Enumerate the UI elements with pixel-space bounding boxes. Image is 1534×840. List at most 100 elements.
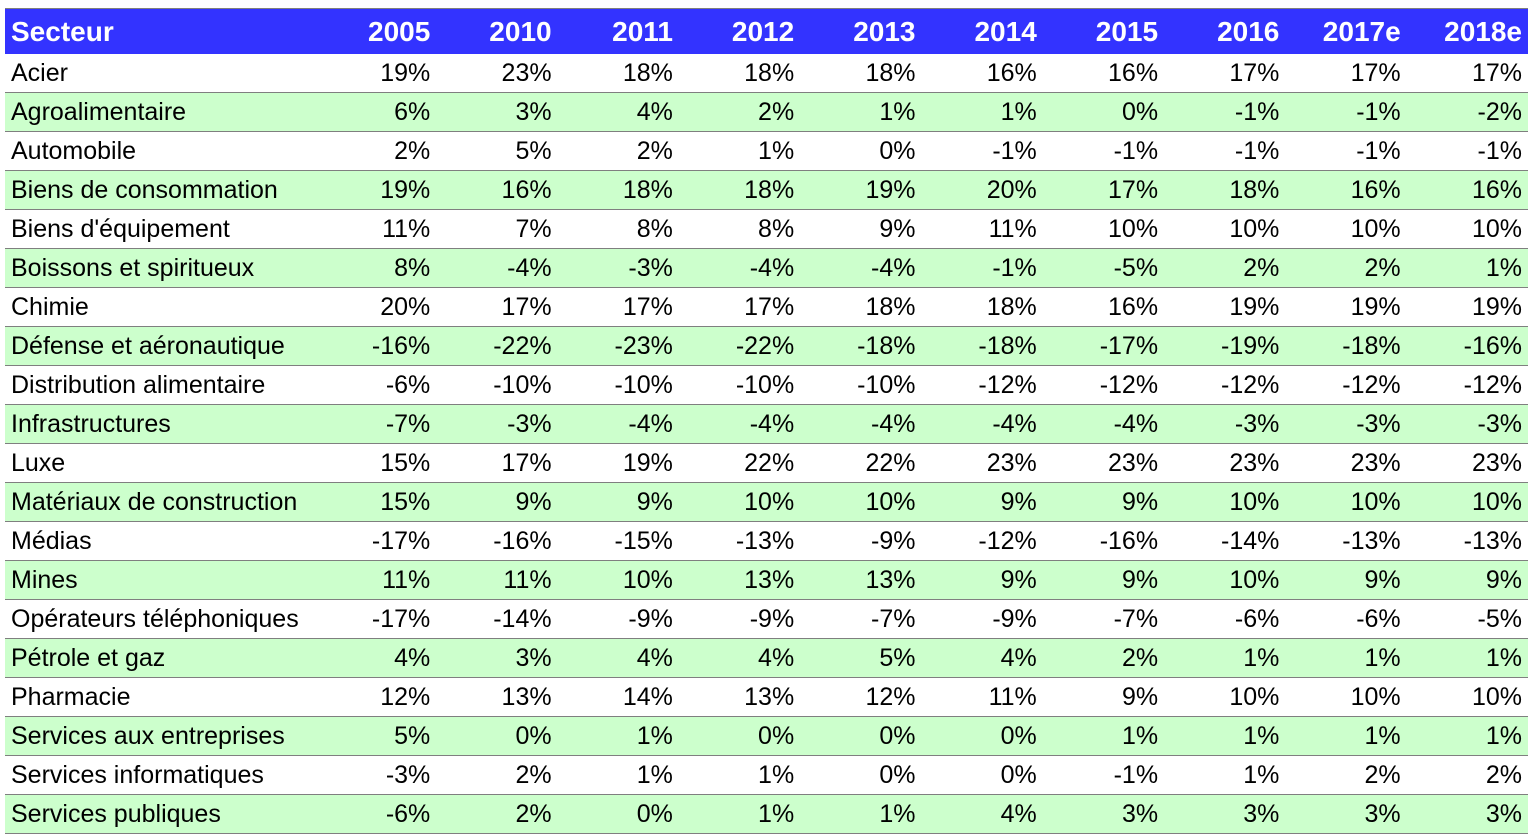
value-cell: 1% bbox=[800, 794, 922, 834]
value-cell: 1% bbox=[1164, 716, 1286, 756]
sector-cell: Matériaux de construction bbox=[5, 482, 315, 522]
value-cell: -13% bbox=[1406, 521, 1528, 561]
value-cell: -1% bbox=[1285, 131, 1407, 171]
value-cell: 11% bbox=[436, 560, 558, 600]
table-row: Services publiques -6% 2% 0% 1% 1% 4% 3% 3% 3% 3% bbox=[5, 794, 1528, 834]
value-cell: -5% bbox=[1042, 248, 1165, 288]
value-cell: 12% bbox=[800, 677, 922, 717]
table-body: Acier 19% 23% 18% 18% 18% 16% 16% 17% 17% 17% Agroa… bbox=[5, 54, 1528, 834]
value-cell: 1% bbox=[1406, 248, 1528, 288]
value-cell: 18% bbox=[1164, 170, 1286, 210]
value-cell: 17% bbox=[557, 287, 679, 327]
value-cell: -1% bbox=[1164, 131, 1286, 171]
value-cell: 18% bbox=[557, 170, 679, 210]
value-cell: 4% bbox=[315, 638, 437, 678]
value-cell: 9% bbox=[800, 209, 922, 249]
value-cell: 1% bbox=[1406, 716, 1528, 756]
value-cell: 17% bbox=[1406, 54, 1528, 93]
value-cell: -4% bbox=[800, 404, 922, 444]
value-cell: 19% bbox=[1406, 287, 1528, 327]
value-cell: 19% bbox=[1164, 287, 1286, 327]
value-cell: -10% bbox=[436, 365, 558, 405]
value-cell: 23% bbox=[1406, 443, 1528, 483]
header-year: 2011 bbox=[557, 9, 679, 54]
value-cell: 9% bbox=[1042, 560, 1165, 600]
value-cell: -3% bbox=[1164, 404, 1286, 444]
value-cell: -1% bbox=[1042, 755, 1165, 795]
value-cell: 12% bbox=[315, 677, 437, 717]
table-row: Services informatiques -3% 2% 1% 1% 0% 0% -1% 1%… bbox=[5, 755, 1528, 795]
sector-cell: Automobile bbox=[5, 131, 315, 171]
value-cell: -23% bbox=[557, 326, 679, 366]
value-cell: 16% bbox=[1042, 287, 1165, 327]
sector-cell: Boissons et spiritueux bbox=[5, 248, 315, 288]
table-row: Médias -17% -16% -15% -13% -9% -12% -16% -14% -13… bbox=[5, 521, 1528, 561]
value-cell: -1% bbox=[921, 131, 1043, 171]
sector-cell: Luxe bbox=[5, 443, 315, 483]
value-cell: 1% bbox=[1406, 638, 1528, 678]
sector-cell: Médias bbox=[5, 521, 315, 561]
value-cell: 2% bbox=[1042, 638, 1165, 678]
value-cell: 10% bbox=[678, 482, 801, 522]
value-cell: -14% bbox=[436, 599, 558, 639]
value-cell: 22% bbox=[800, 443, 922, 483]
value-cell: 2% bbox=[557, 131, 679, 171]
value-cell: -17% bbox=[315, 521, 437, 561]
value-cell: 3% bbox=[1164, 794, 1286, 834]
value-cell: 10% bbox=[1164, 677, 1286, 717]
value-cell: 23% bbox=[921, 443, 1043, 483]
value-cell: 9% bbox=[1406, 560, 1528, 600]
value-cell: 10% bbox=[1285, 677, 1407, 717]
table-row: Défense et aéronautique -16% -22% -23% -22% -… bbox=[5, 326, 1528, 366]
value-cell: -18% bbox=[921, 326, 1043, 366]
value-cell: -12% bbox=[921, 521, 1043, 561]
table-row: Luxe 15% 17% 19% 22% 22% 23% 23% 23% 23% 23% bbox=[5, 443, 1528, 483]
value-cell: 1% bbox=[1285, 638, 1407, 678]
value-cell: -6% bbox=[315, 365, 437, 405]
value-cell: -15% bbox=[557, 521, 679, 561]
value-cell: -3% bbox=[1285, 404, 1407, 444]
value-cell: 1% bbox=[921, 92, 1043, 132]
value-cell: 23% bbox=[436, 54, 558, 93]
value-cell: -12% bbox=[1406, 365, 1528, 405]
sector-cell: Défense et aéronautique bbox=[5, 326, 315, 366]
value-cell: 20% bbox=[315, 287, 437, 327]
value-cell: -4% bbox=[557, 404, 679, 444]
value-cell: 20% bbox=[921, 170, 1043, 210]
table-row: Services aux entreprises 5% 0% 1% 0% 0% 0% 1% 1%… bbox=[5, 716, 1528, 756]
value-cell: -7% bbox=[1042, 599, 1165, 639]
value-cell: 0% bbox=[1042, 92, 1165, 132]
value-cell: 10% bbox=[1406, 677, 1528, 717]
value-cell: 2% bbox=[1406, 755, 1528, 795]
sector-cell: Services aux entreprises bbox=[5, 716, 315, 756]
value-cell: 17% bbox=[436, 443, 558, 483]
value-cell: -12% bbox=[1285, 365, 1407, 405]
table-row: Biens de consommation 19% 16% 18% 18% 19% 20% 1… bbox=[5, 170, 1528, 210]
value-cell: 0% bbox=[678, 716, 801, 756]
value-cell: 1% bbox=[678, 755, 801, 795]
value-cell: 9% bbox=[557, 482, 679, 522]
value-cell: 23% bbox=[1285, 443, 1407, 483]
value-cell: -12% bbox=[1042, 365, 1165, 405]
sector-cell: Mines bbox=[5, 560, 315, 600]
value-cell: 10% bbox=[1285, 482, 1407, 522]
sector-cell: Infrastructures bbox=[5, 404, 315, 444]
header-year: 2013 bbox=[800, 9, 922, 54]
header-year: 2014 bbox=[921, 9, 1043, 54]
value-cell: 10% bbox=[557, 560, 679, 600]
value-cell: -22% bbox=[436, 326, 558, 366]
value-cell: -3% bbox=[436, 404, 558, 444]
value-cell: 11% bbox=[315, 560, 437, 600]
table-row: Opérateurs téléphoniques -17% -14% -9% -9% -7… bbox=[5, 599, 1528, 639]
table-row: Matériaux de construction 15% 9% 9% 10% 10% 9%… bbox=[5, 482, 1528, 522]
table-top-border bbox=[5, 8, 1528, 9]
value-cell: -10% bbox=[557, 365, 679, 405]
value-cell: 4% bbox=[921, 794, 1043, 834]
header-year: 2017e bbox=[1285, 9, 1407, 54]
value-cell: -4% bbox=[800, 248, 922, 288]
value-cell: 16% bbox=[921, 54, 1043, 93]
value-cell: 1% bbox=[678, 131, 801, 171]
table-row: Biens d'équipement 11% 7% 8% 8% 9% 11% 10% 10% 10… bbox=[5, 209, 1528, 249]
value-cell: 2% bbox=[436, 794, 558, 834]
value-cell: 22% bbox=[678, 443, 801, 483]
